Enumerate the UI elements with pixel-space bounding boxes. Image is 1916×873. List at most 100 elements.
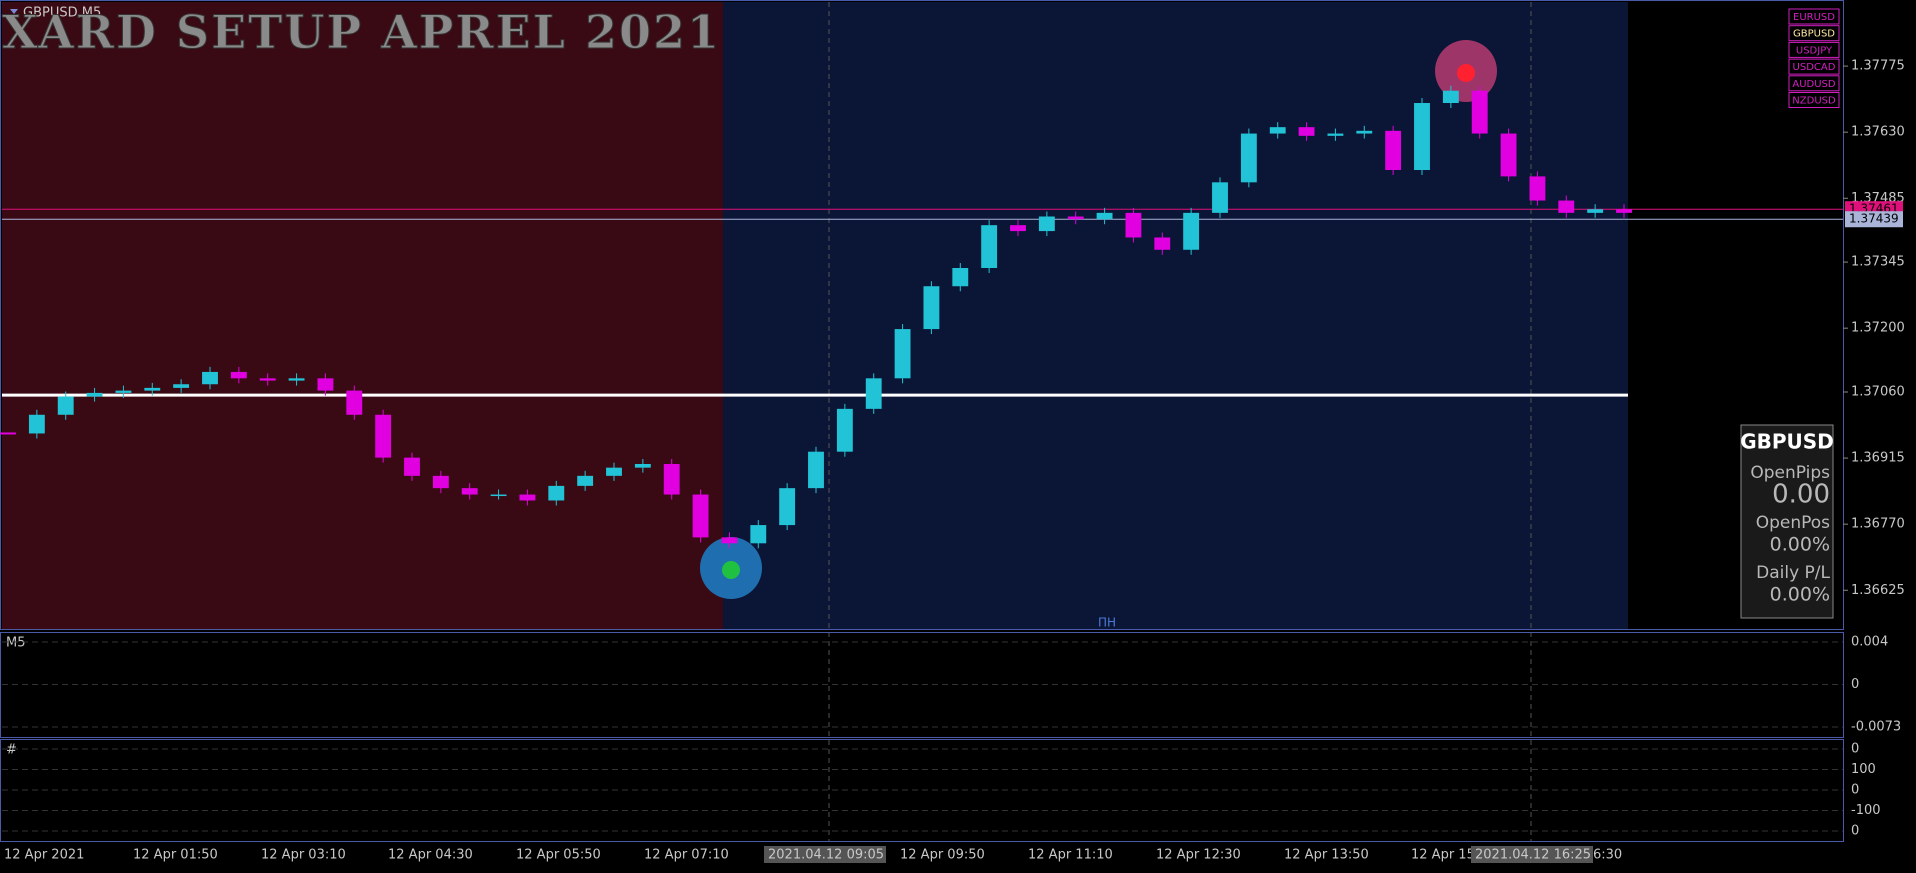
chart-title: XARD SETUP APREL 2021 — [2, 5, 721, 59]
candle — [981, 225, 998, 269]
candle — [1616, 209, 1632, 213]
candle — [115, 390, 132, 393]
candle — [375, 414, 392, 458]
x-tick-label: 12 Apr 15 — [1411, 848, 1475, 863]
candle — [1240, 133, 1257, 183]
candle — [1298, 127, 1315, 136]
x-tick-label: 12 Apr 2021 — [4, 848, 84, 863]
x-tick-label: 12 Apr 03:10 — [261, 848, 346, 863]
session-marker: ПН — [1098, 616, 1116, 630]
candle — [952, 268, 969, 287]
candle — [1269, 127, 1286, 134]
candle — [923, 286, 940, 330]
candle — [1125, 212, 1142, 238]
candle — [173, 384, 190, 388]
symbol-label[interactable]: USDCAD — [1793, 62, 1836, 73]
info-box-frame — [1740, 424, 1834, 619]
y-tick-label: 1.37775 — [1851, 59, 1905, 74]
symbol-label[interactable]: USDJPY — [1796, 45, 1833, 56]
candle — [1414, 103, 1430, 171]
info-label: Daily P/L — [1756, 563, 1830, 583]
candle — [692, 494, 709, 538]
candle — [779, 488, 796, 526]
zone-buy — [723, 2, 1628, 629]
symbol-button[interactable] — [1788, 58, 1840, 75]
symbol-button[interactable] — [1788, 92, 1840, 108]
candle — [894, 329, 911, 379]
candle — [1183, 212, 1200, 250]
candle — [1587, 209, 1604, 213]
candle — [1471, 90, 1488, 134]
x-tick-label: 12 Apr 12:30 — [1156, 848, 1241, 863]
panel-label: # — [6, 743, 17, 758]
info-value: 0.00% — [1770, 534, 1830, 556]
symbol-label[interactable]: GBPUSD — [1793, 29, 1835, 40]
x-tick-label: 2021.04.12 16:25 — [1475, 848, 1591, 863]
x-tick-label: 2021.04.12 09:05 — [768, 848, 884, 863]
info-symbol: GBPUSD — [1740, 430, 1834, 454]
candle — [1154, 237, 1171, 250]
symbol-timeframe: GBPUSD,M5 — [23, 6, 101, 21]
candle — [1356, 130, 1373, 134]
menu-arrow — [10, 9, 18, 14]
symbol-button[interactable] — [1788, 25, 1840, 42]
y-tick-label: 1.36770 — [1851, 517, 1905, 532]
candle — [1385, 130, 1402, 171]
candle — [144, 387, 161, 391]
candle — [865, 378, 882, 409]
candle — [1327, 133, 1344, 136]
candle — [86, 392, 103, 397]
panel-tick-label: 0.004 — [1851, 635, 1888, 650]
info-value: 0.00 — [1772, 480, 1830, 510]
candle — [259, 378, 276, 381]
price-tag-label: 1.37439 — [1849, 212, 1899, 226]
symbol-label[interactable]: NZDUSD — [1792, 96, 1836, 107]
y-tick-label: 1.37060 — [1851, 384, 1905, 399]
candle — [1529, 176, 1546, 201]
x-tick-label: 12 Apr 04:30 — [388, 848, 473, 863]
candle — [808, 451, 824, 489]
candle — [0, 432, 16, 435]
symbol-button[interactable] — [1788, 41, 1840, 58]
candle — [317, 378, 334, 391]
candle — [346, 390, 363, 415]
candle — [288, 378, 305, 381]
candle — [1442, 90, 1459, 104]
candle — [404, 457, 420, 476]
price-tag — [1845, 211, 1903, 228]
symbol-label[interactable]: AUDUSD — [1792, 79, 1836, 90]
symbol-label[interactable]: EURUSD — [1793, 12, 1835, 23]
x-label-highlight — [764, 846, 886, 863]
x-tick-label: 6:30 — [1593, 848, 1622, 863]
candle — [750, 525, 767, 544]
signal-dot — [722, 561, 740, 579]
x-tick-label: 12 Apr 07:10 — [644, 848, 729, 863]
indicator-panel-border — [0, 739, 1844, 842]
panel-tick-label: 0 — [1851, 742, 1859, 757]
candle — [577, 475, 594, 486]
indicator-panel-border — [0, 632, 1844, 738]
candle — [490, 494, 507, 497]
candle — [634, 464, 651, 468]
candle — [57, 396, 74, 415]
x-label-highlight — [1471, 846, 1593, 863]
symbol-button[interactable] — [1788, 8, 1840, 25]
info-value: 0.00% — [1770, 584, 1830, 606]
panel-tick-label: 0 — [1851, 824, 1859, 839]
x-tick-label: 12 Apr 09:50 — [900, 848, 985, 863]
panel-tick-label: -0.0073 — [1851, 720, 1901, 735]
candle — [519, 494, 536, 501]
candle — [28, 414, 45, 434]
candle — [202, 371, 218, 385]
symbol-button[interactable] — [1788, 75, 1840, 92]
panel-tick-label: -100 — [1851, 803, 1881, 818]
panel-tick-label: 0 — [1851, 677, 1859, 692]
x-tick-label: 12 Apr 05:50 — [516, 848, 601, 863]
candle — [1010, 225, 1026, 232]
panel-label: M5 — [6, 636, 26, 651]
y-tick-label: 1.37345 — [1851, 255, 1905, 270]
x-tick-label: 12 Apr 01:50 — [133, 848, 218, 863]
info-label: OpenPos — [1756, 513, 1830, 533]
candle — [461, 488, 478, 495]
